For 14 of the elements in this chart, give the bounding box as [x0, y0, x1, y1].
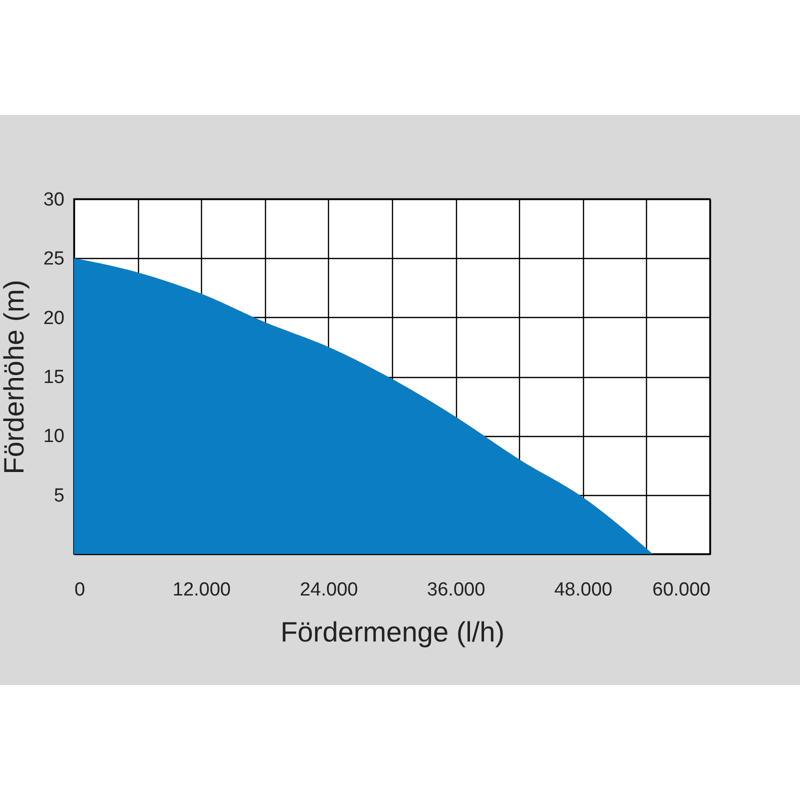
y-tick-label: 5 — [54, 485, 64, 506]
y-tick-label: 20 — [43, 308, 64, 329]
x-tick-label: 24.000 — [300, 580, 358, 600]
x-axis-title: Fördermenge (l/h) — [280, 616, 505, 648]
y-tick-label: 25 — [43, 248, 64, 270]
y-tick-label: 30 — [43, 190, 64, 210]
y-axis-title: Förderhöhe (m) — [0, 280, 30, 474]
y-tick-label: 15 — [43, 367, 64, 388]
x-tick-label: 36.000 — [427, 580, 486, 600]
x-tick-label: 12.000 — [172, 580, 231, 600]
x-tick-label: 48.000 — [554, 580, 612, 600]
y-tick-label: 10 — [43, 426, 64, 448]
x-tick-label: 0 — [74, 580, 86, 600]
x-tick-label: 60.000 — [652, 580, 710, 600]
